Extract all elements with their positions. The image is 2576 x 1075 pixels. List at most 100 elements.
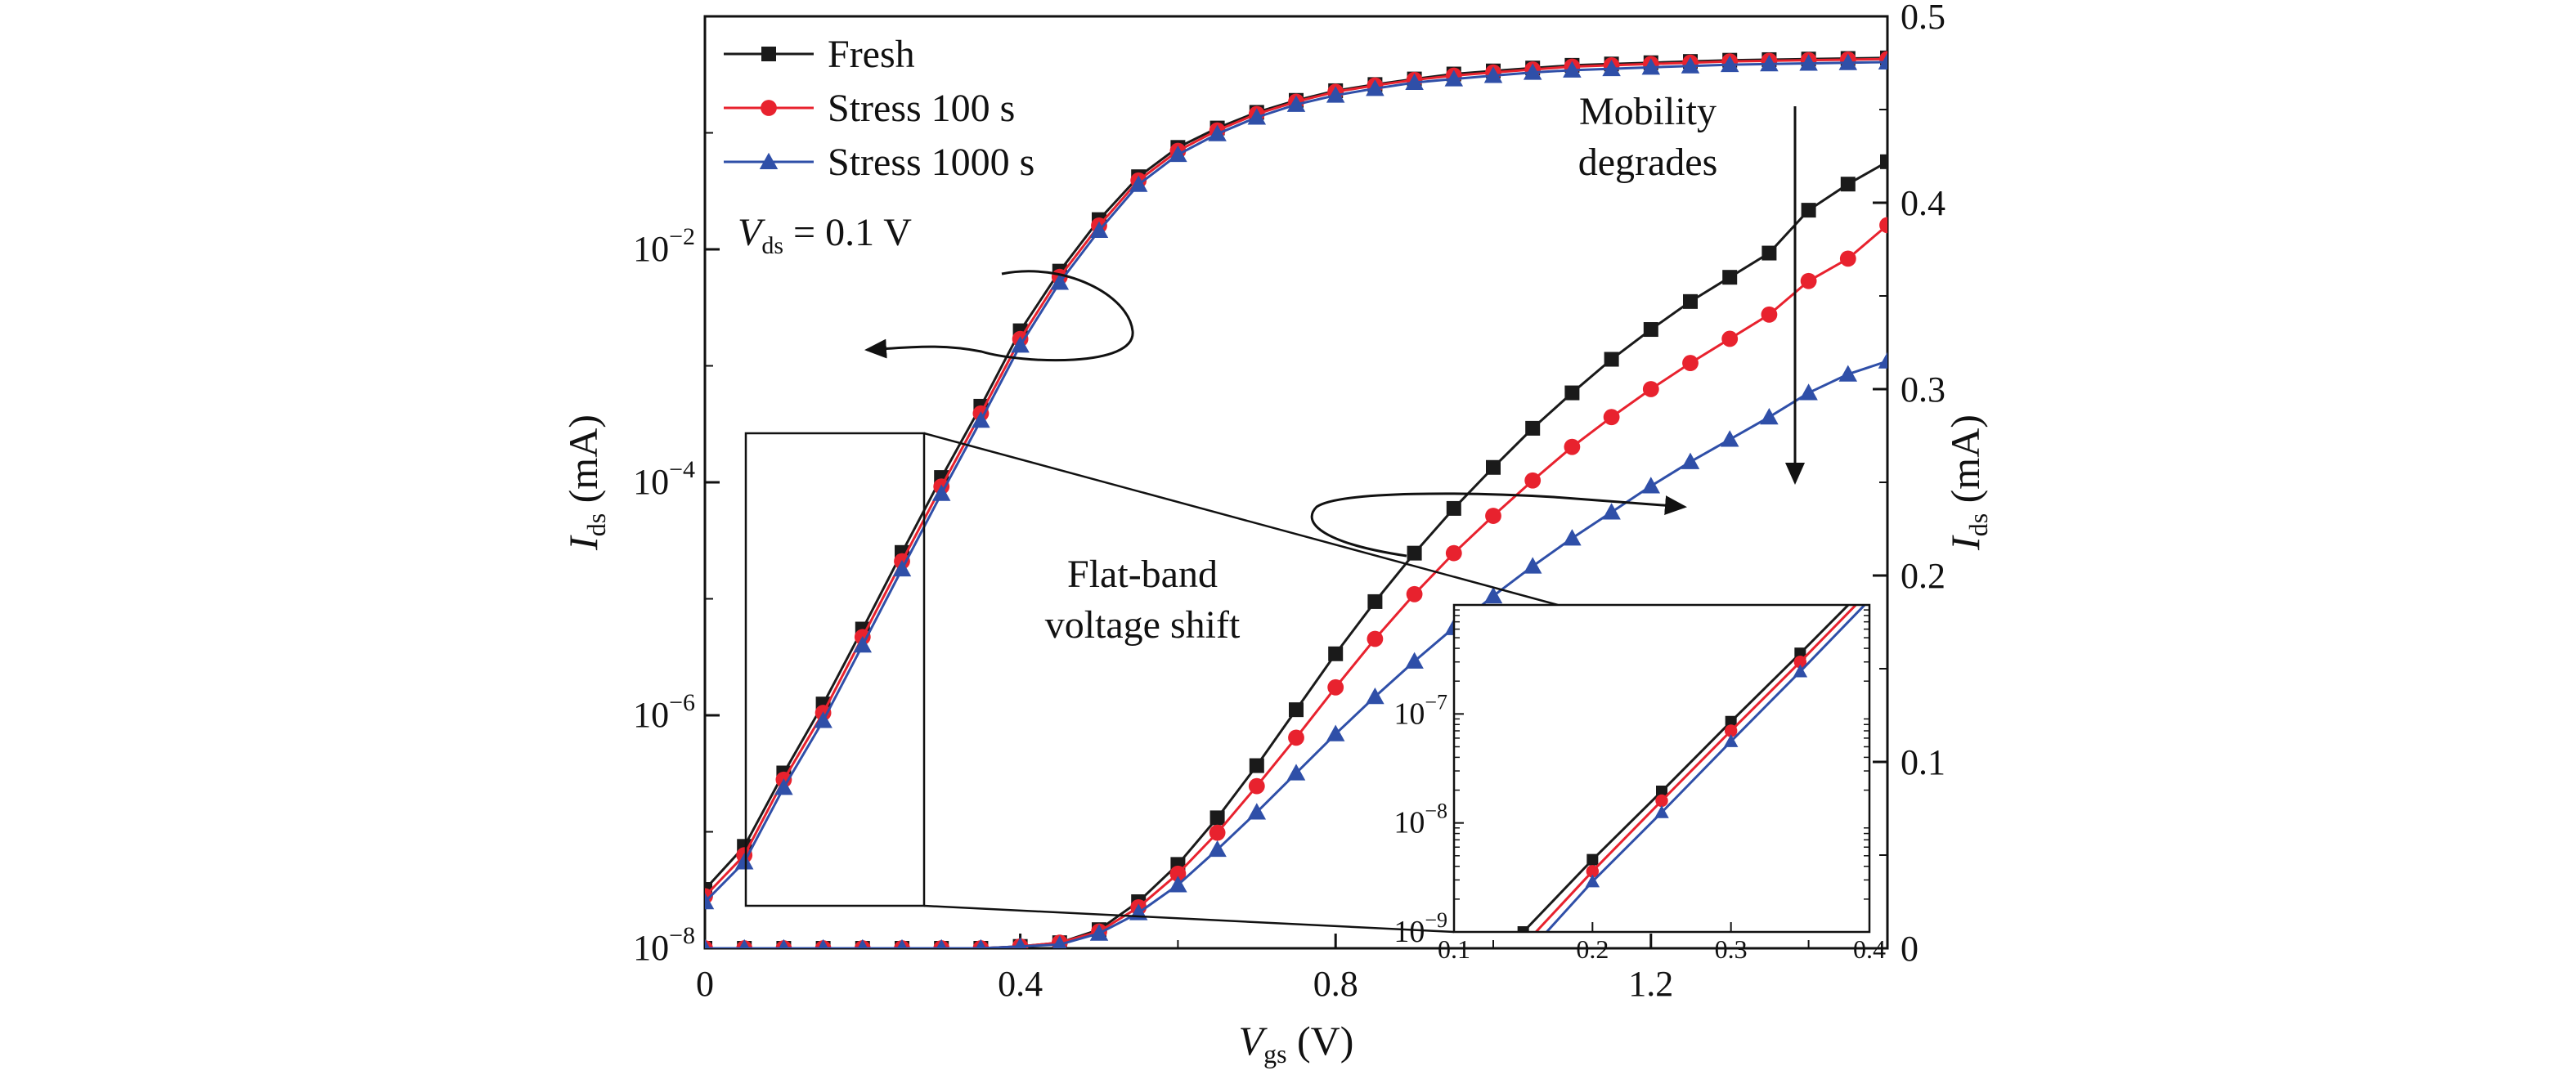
- mobility-annotation-line2: degrades: [1578, 141, 1718, 184]
- x-axis: 0 0.4 0.8 1.2: [696, 934, 1810, 1004]
- right-axis-indicator-arrow: [1310, 492, 1687, 558]
- data-point-linear: [1486, 459, 1501, 475]
- x-axis-label: Vgs (V): [1239, 1018, 1354, 1068]
- inset-data-point: [1794, 647, 1806, 660]
- data-point-linear: [1247, 803, 1267, 820]
- y-right-tick-label: 0.5: [1901, 0, 1945, 37]
- data-point-linear: [1602, 503, 1621, 520]
- data-point-linear: [1525, 420, 1541, 436]
- y-right-axis: 0 0.1 0.2 0.3 0.4 0.5: [1873, 0, 1945, 969]
- legend-swatch-marker: [759, 152, 779, 169]
- data-point-log: [1089, 221, 1109, 239]
- data-point-linear: [896, 938, 908, 948]
- data-point-linear: [738, 938, 750, 948]
- data-point-log: [972, 411, 990, 428]
- data-point-log: [853, 635, 873, 653]
- data-point-linear: [1406, 585, 1423, 602]
- legend-item: Stress 100 s: [724, 87, 1015, 130]
- data-point-log: [1286, 95, 1306, 112]
- inset-data-point: [1723, 734, 1739, 747]
- inset-data-point: [1654, 804, 1669, 818]
- data-point-linear: [1683, 293, 1698, 309]
- data-point-linear: [1838, 365, 1858, 382]
- data-point-log: [1760, 55, 1779, 72]
- data-point-log: [1523, 63, 1542, 80]
- inset-x-tick-label: 0.4: [1853, 934, 1886, 964]
- flatband-annotation-line1: Flat-band: [1067, 553, 1218, 596]
- y-right-tick-label: 0.4: [1901, 183, 1945, 223]
- data-point-log: [1483, 66, 1503, 83]
- y-right-tick-label: 0.2: [1901, 556, 1945, 596]
- data-point-log: [1050, 273, 1070, 290]
- inset-data-point: [1586, 865, 1600, 878]
- data-point-linear: [1880, 154, 1887, 169]
- data-point-log: [1129, 175, 1148, 192]
- data-point-linear: [1288, 729, 1304, 746]
- data-point-linear: [1052, 935, 1067, 948]
- data-point-linear: [1643, 322, 1658, 338]
- data-point-linear: [1879, 217, 1887, 234]
- data-point-linear: [1248, 777, 1265, 795]
- data-point-linear: [1761, 245, 1777, 261]
- data-point-linear: [1641, 477, 1661, 494]
- legend-label: Stress 1000 s: [828, 141, 1034, 184]
- data-point-linear: [1800, 272, 1817, 289]
- inset-y-tick-label: 10−9: [1393, 908, 1447, 949]
- data-point-linear: [1249, 758, 1264, 773]
- inset-data-point: [1586, 853, 1599, 866]
- data-point-log: [1011, 336, 1030, 353]
- data-point-linear: [1327, 679, 1344, 696]
- inset-data-point: [1517, 939, 1529, 952]
- data-point-log: [774, 778, 793, 795]
- y-left-tick-label: 10−6: [633, 689, 695, 735]
- inset-data-point: [1793, 656, 1807, 669]
- data-point-linear: [1485, 508, 1501, 524]
- data-point-linear: [705, 938, 711, 948]
- data-point-linear: [1014, 937, 1027, 948]
- data-point-linear: [1286, 764, 1306, 781]
- data-point-linear: [1523, 557, 1542, 574]
- y-right-axis-label: Ids (mA): [1942, 414, 1993, 551]
- y-right-tick-label: 0.3: [1901, 370, 1945, 410]
- data-point-linear: [1878, 352, 1887, 369]
- data-point-linear: [1208, 840, 1227, 858]
- inset-data-point: [1656, 785, 1667, 797]
- inset-data-point: [1585, 874, 1600, 888]
- data-point-linear: [1169, 876, 1187, 893]
- data-point-log: [1602, 59, 1621, 77]
- legend-swatch-marker: [761, 100, 777, 116]
- y-left-axis-label: Ids (mA): [560, 414, 611, 551]
- inset-frame: [1452, 603, 1871, 934]
- legend-item: Fresh: [724, 33, 915, 76]
- data-point-log: [931, 484, 951, 501]
- inset-data-point: [1725, 715, 1737, 728]
- data-point-log: [1681, 56, 1700, 74]
- data-point-linear: [857, 938, 868, 948]
- flatband-annotation-line2: voltage shift: [1045, 603, 1241, 647]
- y-right-tick-label: 0.1: [1901, 742, 1945, 782]
- series-stress-1000-s: [705, 52, 1887, 948]
- y-left-tick-label: 10−2: [633, 223, 695, 269]
- inset-x-tick-label: 0.1: [1438, 934, 1470, 964]
- y-left-tick-label: 10−4: [633, 456, 695, 502]
- y-left-axis: 10−8 10−6 10−4 10−2: [633, 132, 720, 968]
- inset-series-fresh: [1517, 605, 1851, 932]
- data-point-linear: [1761, 306, 1778, 323]
- data-point-linear: [1801, 203, 1816, 218]
- data-point-linear: [1169, 865, 1187, 882]
- data-point-log: [1405, 73, 1424, 91]
- zoom-region: [744, 432, 926, 907]
- data-point-linear: [1446, 500, 1461, 516]
- data-point-linear: [1405, 652, 1424, 669]
- data-point-log: [1247, 108, 1267, 125]
- data-point-linear: [1209, 810, 1225, 826]
- data-point-log: [1208, 124, 1227, 141]
- data-point-log: [705, 893, 715, 910]
- inset-layer: [1517, 605, 1867, 952]
- data-point-linear: [1407, 545, 1422, 561]
- mobility-annotation-line1: Mobility: [1579, 90, 1717, 133]
- inset-y-tick-label: 10−8: [1393, 800, 1447, 840]
- inset-data-point: [1793, 664, 1808, 678]
- legend-swatch-marker: [761, 47, 776, 61]
- data-point-linear: [1089, 924, 1109, 941]
